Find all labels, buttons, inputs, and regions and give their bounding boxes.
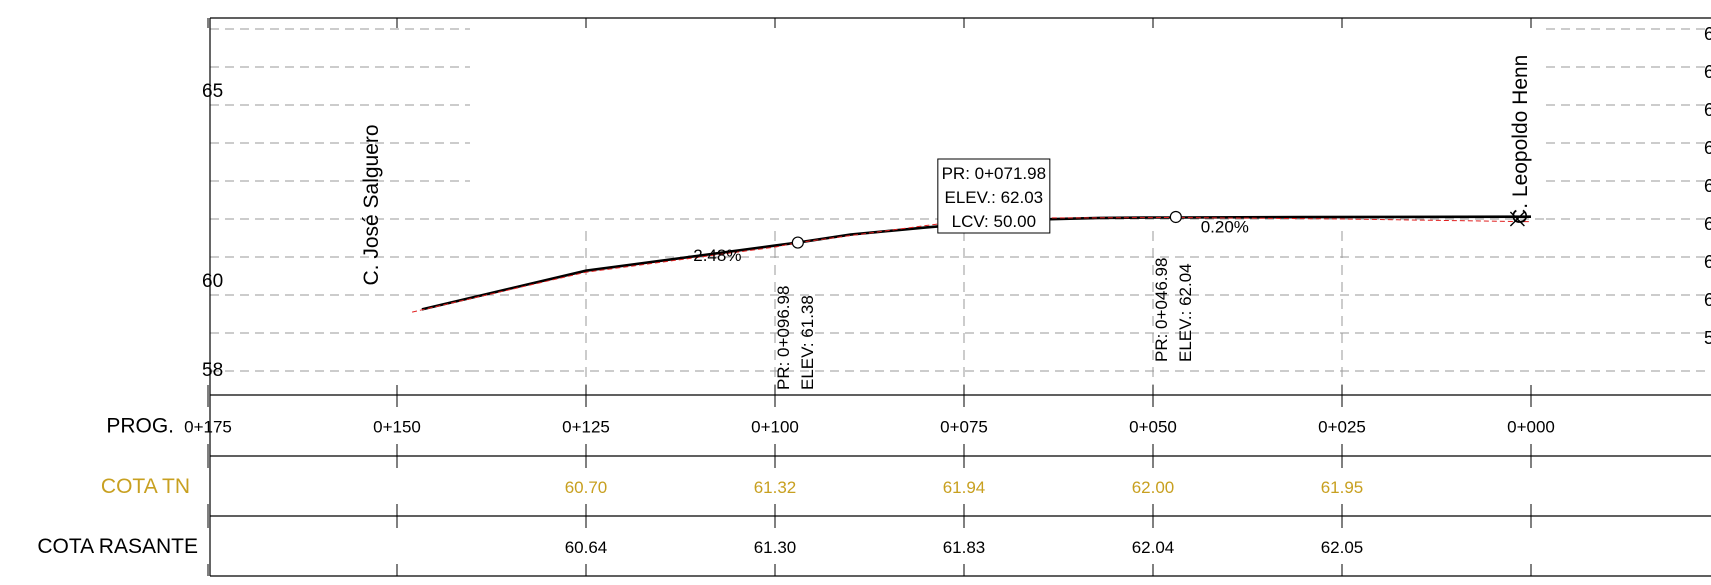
- curve-point-label: ELEV: 61.38: [798, 295, 817, 390]
- right-tick-label: 6: [1704, 24, 1711, 44]
- right-tick-label: 6: [1704, 252, 1711, 272]
- table-cell: 61.94: [943, 478, 986, 497]
- table-cell: 62.00: [1132, 478, 1175, 497]
- right-tick-label: 6: [1704, 176, 1711, 196]
- curve-point-label: ELEV.: 62.04: [1176, 263, 1195, 362]
- curve-point-label: PR: 0+096.98: [774, 286, 793, 390]
- pi-label-line: LCV: 50.00: [952, 212, 1036, 231]
- table-cell: 61.83: [943, 538, 986, 557]
- pi-label-line: ELEV.: 62.03: [945, 188, 1044, 207]
- slope-label: 0.20%: [1201, 217, 1249, 236]
- table-cell: 0+150: [373, 418, 421, 437]
- table-cell: 0+175: [184, 418, 232, 437]
- table-cell: 60.70: [565, 478, 608, 497]
- curve-point-marker-icon: [791, 236, 804, 249]
- pi-label-line: PR: 0+071.98: [942, 164, 1046, 183]
- table-cell: 61.32: [754, 478, 797, 497]
- table-cell: 0+075: [940, 418, 988, 437]
- table-row-label: PROG.: [106, 415, 174, 438]
- right-tick-label: 6: [1704, 214, 1711, 234]
- table-cell: 0+050: [1129, 418, 1177, 437]
- y-tick-label: 58: [202, 360, 223, 381]
- curve-point-marker-icon: [1169, 210, 1182, 224]
- table-cell: 62.05: [1321, 538, 1364, 557]
- right-tick-label: 6: [1704, 100, 1711, 120]
- right-axis-labels: 6 6 6 6 6 6 6 6 5: [1704, 24, 1711, 348]
- slope-label: -2.48%: [688, 246, 742, 265]
- table-row-label: COTA RASANTE: [37, 535, 198, 558]
- table-cell: 0+100: [751, 418, 799, 437]
- table-row-label: COTA TN: [101, 475, 190, 498]
- table-cell: 60.64: [565, 538, 608, 557]
- table-cell: 61.30: [754, 538, 797, 557]
- table-cell: 61.95: [1321, 478, 1364, 497]
- right-tick-label: 6: [1704, 138, 1711, 158]
- table-cell: 0+025: [1318, 418, 1366, 437]
- grid: [210, 28, 1711, 395]
- street-label: C. José Salguero: [360, 124, 383, 285]
- table-cell: 62.04: [1132, 538, 1175, 557]
- y-axis: 65 60 58: [202, 81, 223, 381]
- plot-frame: [207, 17, 1711, 577]
- pi-label-box: [937, 158, 1051, 234]
- table-cell: 0+000: [1507, 418, 1555, 437]
- curve-point-label: PR: 0+046.98: [1152, 258, 1171, 362]
- table-cell: 0+125: [562, 418, 610, 437]
- y-tick-label: 60: [202, 271, 223, 292]
- right-tick-label: 5: [1704, 328, 1711, 348]
- data-table: PROG. 0+175 0+150 0+125 0+100 0+075 0+050 0+025…: [37, 395, 1555, 576]
- street-label: C. Leopoldo Henn: [1509, 55, 1532, 224]
- y-tick-label: 65: [202, 81, 223, 102]
- right-tick-label: 6: [1704, 62, 1711, 82]
- end-marker-icon: [1509, 211, 1525, 227]
- annotations: C. José Salguero C. Leopoldo Henn PR: 0+07…: [360, 55, 1532, 390]
- right-tick-label: 6: [1704, 290, 1711, 310]
